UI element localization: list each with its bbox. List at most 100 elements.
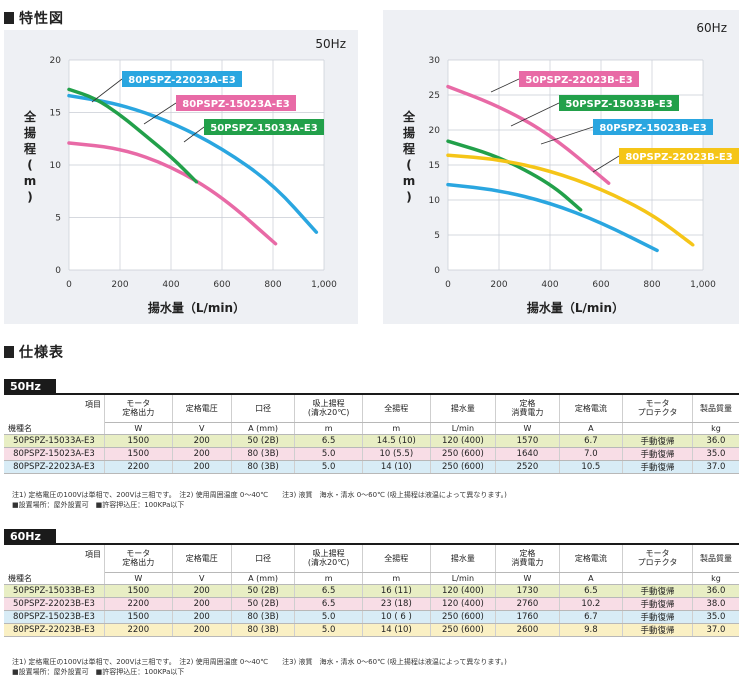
unit-cell: kg [692,572,739,585]
note-60hz-1: 注1) 定格電圧の100Vは単相で、200Vは三相です。 注2) 使用周囲温度 … [12,658,507,666]
table-cell: 手動復帰 [622,584,693,598]
unit-cell: m [294,572,363,585]
y-tick-label: 25 [429,91,440,101]
corner-cell: 項目 機種名 [4,395,105,435]
column-header: モータ プロテクタ [622,395,693,423]
corner-cell: 項目 機種名 [4,545,105,585]
x-tick-label: 600 [592,280,609,290]
table-cell: 6.5 [294,434,363,448]
chart-section-title: 特性図 [19,11,64,27]
table-cell: 14 (10) [362,623,431,637]
x-tick-label: 0 [445,280,451,290]
table-cell: 10.2 [559,597,624,611]
chart-60hz-svg: 0 5 10 15 20 25 30 0 200 400 600 800 1,000 揚水量（L/min）… [402,21,739,315]
table-cell: 10 ( 6 ) [362,610,431,624]
unit-cell: W [495,572,560,585]
y-tick-label: 15 [50,109,61,119]
column-header: 定格電流 [559,545,624,573]
table-row: 50PSPZ-15033A-E3 1500 200 50 (2B) 6.5 14.5 (1… [4,434,739,448]
column-header: 定格電圧 [172,395,232,423]
table-cell: 37.0 [692,623,739,637]
unit-cell: W [495,422,560,435]
table-cell: 38.0 [692,597,739,611]
table-cell: 14 (10) [362,460,431,474]
table-cell: 2600 [495,623,560,637]
frequency-label: 50Hz [315,37,346,51]
series-curve [67,87,199,184]
corner-item-label: 項目 [84,400,101,409]
chart-section-heading: 特性図 [4,8,64,28]
table-cell: 6.5 [559,584,624,598]
table-cell: 250 (600) [430,447,497,461]
series-label: 80PSPZ-15023B-E3 [599,123,706,134]
column-header: 吸上揚程 (清水20℃) [294,545,363,573]
table-row: 50PSPZ-15033B-E3 1500 200 50 (2B) 6.5 16 (11)… [4,584,739,598]
table-cell: 6.5 [294,597,363,611]
unit-cell: A [559,422,624,435]
y-axis-label: 全揚程(m) [402,109,416,204]
series-label: 80PSPZ-15023A-E3 [182,99,290,110]
leader-line [143,102,177,125]
model-name-cell: 50PSPZ-22023B-E3 [4,597,105,611]
series-curve [446,139,583,212]
x-axis-label: 揚水量（L/min） [527,300,624,315]
column-header: 定格 消費電力 [495,395,560,423]
table-cell: 手動復帰 [622,447,693,461]
table-cell: 35.0 [692,610,739,624]
column-header: 定格 消費電力 [495,545,560,573]
table-cell: 1500 [104,584,173,598]
model-name-cell: 50PSPZ-15033A-E3 [4,434,105,448]
heading-square-icon [4,12,14,24]
column-header: 吸上揚程 (清水20℃) [294,395,363,423]
y-tick-label: 20 [429,126,441,136]
model-name-cell: 50PSPZ-15033B-E3 [4,584,105,598]
table-cell: 6.5 [294,584,363,598]
x-tick-label: 200 [111,280,128,290]
x-tick-label: 0 [66,280,72,290]
series-curve [446,84,611,185]
model-name-cell: 80PSPZ-22023B-E3 [4,623,105,637]
y-tick-label: 10 [429,196,441,206]
unit-cell: A [559,572,624,585]
column-header: 口径 [231,395,296,423]
freq-tag-50hz: 50Hz [4,379,56,394]
series-label-box [204,119,324,135]
table-cell: 120 (400) [430,584,497,598]
chart-60hz: 0 5 10 15 20 25 30 0 200 400 600 800 1,000 揚水量（L/min）… [383,10,739,324]
table-cell: 200 [172,610,232,624]
x-tick-label: 800 [264,280,281,290]
y-axis-label: 全揚程(m) [23,109,37,204]
unit-cell: m [362,572,431,585]
table-row: 80PSPZ-15023A-E3 1500 200 80 (3B) 5.0 10 (5.5… [4,447,739,461]
y-tick-label: 5 [434,231,440,241]
table-row: 80PSPZ-22023B-E3 2200 200 80 (3B) 5.0 14 (10)… [4,623,739,637]
table-cell: 手動復帰 [622,597,693,611]
series-label-box [519,71,639,87]
model-name-cell: 80PSPZ-15023B-E3 [4,610,105,624]
series-curve [67,141,278,246]
note-60hz-2: ■設置場所：屋外設置可 ■許容押込圧：100KPa以下 [12,668,185,676]
series-label: 80PSPZ-22023B-E3 [625,152,732,163]
column-header: 全揚程 [362,545,431,573]
table-row: 80PSPZ-15023B-E3 1500 200 80 (3B) 5.0 10 ( 6 … [4,610,739,624]
table-cell: 1500 [104,434,173,448]
unit-cell: A (mm) [231,572,296,585]
unit-cell: W [104,422,173,435]
column-header: 製品質量 [692,395,739,423]
table-cell: 36.0 [692,434,739,448]
table-cell: 1500 [104,447,173,461]
table-cell: 80 (3B) [231,610,296,624]
table-cell: 10 (5.5) [362,447,431,461]
table-cell: 50 (2B) [231,434,296,448]
leader-line [510,102,560,127]
table-cell: 200 [172,460,232,474]
table-cell: 50 (2B) [231,597,296,611]
leader-line [592,155,620,173]
frequency-label: 60Hz [696,21,727,35]
x-tick-label: 400 [162,280,179,290]
note-50hz-2: ■設置場所：屋外設置可 ■許容押込圧：100KPa以下 [12,501,185,509]
column-header: モータ 定格出力 [104,395,173,423]
unit-cell: m [294,422,363,435]
table-cell: 7.0 [559,447,624,461]
series-curve [446,153,695,247]
